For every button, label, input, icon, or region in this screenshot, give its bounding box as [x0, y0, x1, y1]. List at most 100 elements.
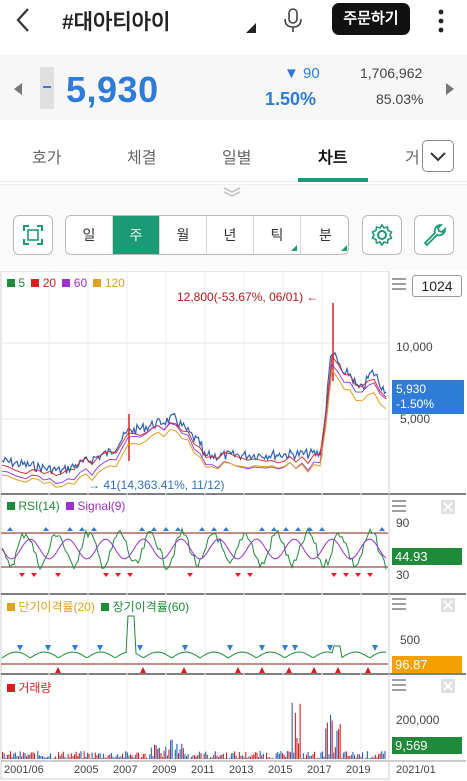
sell-signal-arrow-icon	[199, 527, 205, 531]
stock-title[interactable]: #대아티아이	[62, 11, 171, 34]
disparity-legend-swatch	[7, 603, 15, 611]
submenu-corner-icon	[291, 245, 297, 251]
volume-bar	[301, 758, 303, 759]
chart-tools-button[interactable]	[414, 215, 454, 255]
volume-bar	[381, 751, 383, 759]
active-tab-indicator	[298, 178, 368, 182]
volume-bar	[208, 758, 210, 759]
disparity-signal-arrow-icon	[235, 667, 241, 673]
volume-bar	[184, 754, 186, 759]
volume-bar	[50, 753, 52, 759]
volume-bar	[320, 752, 322, 759]
volume-bar	[109, 754, 111, 759]
volume-bar	[213, 754, 215, 759]
volume-bar	[187, 754, 189, 759]
volume-bar	[288, 751, 290, 759]
volume-bar	[291, 702, 293, 759]
buy-signal-arrow-icon	[367, 573, 373, 577]
prev-stock-arrow-icon[interactable]	[14, 83, 22, 95]
volume-bar	[275, 753, 277, 759]
volume-bar	[267, 757, 269, 759]
volume-bar	[117, 754, 119, 759]
more-vertical-icon[interactable]	[436, 8, 446, 34]
volume-bar	[298, 743, 300, 759]
volume-bar	[128, 755, 130, 759]
title-dropdown-icon[interactable]	[246, 20, 256, 38]
volume-bar	[238, 752, 240, 759]
next-stock-arrow-icon[interactable]	[446, 83, 454, 95]
volume-bar	[285, 756, 287, 759]
volume-bar	[259, 751, 261, 759]
volume-bar	[309, 756, 311, 759]
volume-bar	[344, 751, 346, 759]
tab-trades[interactable]: 체결	[127, 150, 157, 167]
volume-bar	[88, 753, 90, 759]
volume-bar	[5, 757, 7, 759]
microphone-icon[interactable]	[282, 8, 304, 34]
volume-bar	[318, 758, 320, 759]
tab-order-book[interactable]: 호가	[32, 150, 62, 167]
x-axis-label: 2013	[229, 764, 254, 776]
volume-bar	[138, 752, 140, 759]
volume-bar	[253, 754, 255, 759]
volume-bar	[67, 753, 69, 759]
ma-legend-swatch	[31, 279, 40, 287]
sell-signal-arrow-icon	[259, 527, 265, 531]
volume-bar	[384, 751, 386, 759]
period-week-button[interactable]: 주	[113, 216, 160, 254]
volume-bar	[347, 755, 349, 759]
volume-bar	[360, 756, 362, 759]
volume-bar	[86, 752, 88, 759]
candle-count-box[interactable]: 1024	[412, 275, 462, 297]
volume-bar	[83, 751, 85, 759]
fullscreen-button[interactable]	[13, 215, 53, 255]
back-arrow-icon[interactable]	[14, 6, 40, 34]
period-year-button[interactable]: 년	[207, 216, 254, 254]
volume-bar	[210, 757, 212, 759]
price-flat-indicator	[40, 67, 54, 109]
period-tick-button[interactable]: 틱	[254, 216, 301, 254]
long-disparity-line	[1, 615, 387, 659]
volume-bar	[21, 756, 23, 759]
volume-bar	[112, 756, 114, 759]
collapse-chevron-icon[interactable]	[220, 185, 244, 197]
volume-bar	[323, 756, 325, 759]
volume-bar	[222, 753, 224, 759]
volume-bar	[330, 714, 332, 759]
volume-bar	[27, 754, 29, 759]
period-day-button[interactable]: 일	[66, 216, 113, 254]
volume-bar	[14, 752, 16, 759]
chart-settings-button[interactable]	[362, 215, 402, 255]
tab-chart[interactable]: 차트	[318, 150, 348, 167]
volume-bar	[8, 754, 10, 759]
buy-signal-arrow-icon	[235, 573, 241, 577]
disparity-signal-arrow-icon	[292, 645, 298, 651]
period-minute-button[interactable]: 분	[301, 216, 348, 254]
tabs-dropdown-button[interactable]	[422, 140, 454, 172]
volume-bar	[141, 756, 143, 759]
disparity-axis-500: 500	[400, 633, 421, 647]
volume-bar	[342, 752, 344, 759]
volume-bar	[171, 739, 173, 759]
volume-bar	[91, 752, 93, 759]
order-button[interactable]: 주문하기	[332, 3, 410, 35]
volume-bar	[221, 754, 223, 759]
buy-signal-arrow-icon	[331, 573, 337, 577]
period-month-button[interactable]: 월	[160, 216, 207, 254]
disparity-signal-arrow-icon	[227, 645, 233, 651]
disparity-signal-arrow-icon	[259, 645, 265, 651]
volume-bar	[174, 749, 176, 759]
submenu-corner-icon	[341, 245, 347, 251]
tab-more-partial[interactable]: 거	[405, 150, 420, 167]
ma-legend-swatch	[62, 279, 71, 287]
buy-signal-arrow-icon	[247, 573, 253, 577]
volume-bar	[358, 754, 360, 759]
current-price-badge: 5,930 -1.50%	[392, 380, 464, 414]
volume-bar	[362, 752, 364, 759]
disparity-signal-arrow-icon	[140, 667, 146, 673]
stock-chart[interactable]	[0, 270, 467, 781]
tab-daily[interactable]: 일별	[222, 150, 252, 167]
volume-bar	[58, 752, 60, 759]
sell-signal-arrow-icon	[319, 527, 325, 531]
disparity-signal-arrow-icon	[311, 667, 317, 673]
